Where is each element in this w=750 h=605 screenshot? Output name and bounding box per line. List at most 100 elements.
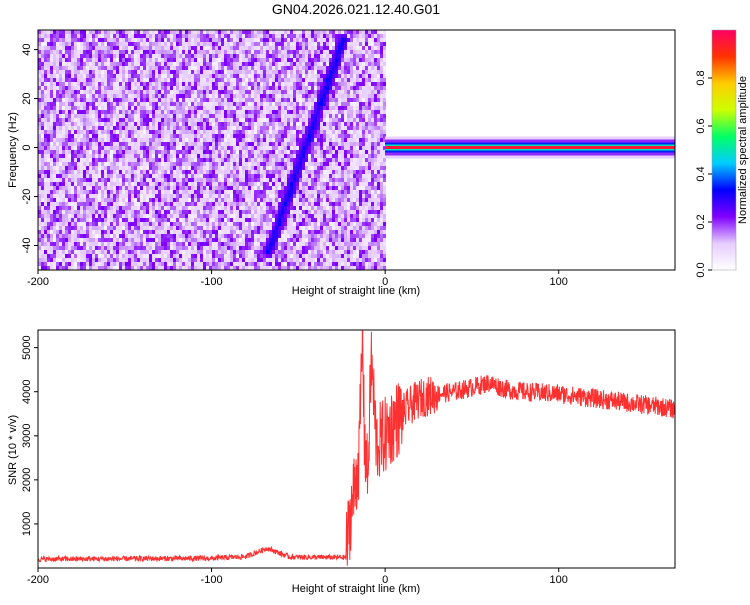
- heatmap-cell: [164, 258, 167, 262]
- heatmap-cell: [281, 202, 284, 206]
- heatmap-cell: [134, 254, 137, 258]
- heatmap-cell: [260, 218, 263, 222]
- heatmap-cell: [203, 234, 206, 238]
- heatmap-cell: [128, 194, 131, 198]
- heatmap-cell: [197, 74, 200, 78]
- heatmap-cell: [143, 162, 146, 166]
- heatmap-cell: [191, 98, 194, 102]
- heatmap-cell: [134, 174, 137, 178]
- heatmap-cell: [182, 194, 185, 198]
- heatmap-cell: [206, 78, 209, 82]
- heatmap-cell: [152, 118, 155, 122]
- heatmap-cell: [146, 250, 149, 254]
- heatmap-cell: [209, 238, 212, 242]
- heatmap-cell: [146, 218, 149, 222]
- heatmap-cell: [80, 206, 83, 210]
- heatmap-cell: [47, 130, 50, 134]
- heatmap-cell: [74, 250, 77, 254]
- heatmap-cell: [272, 262, 275, 266]
- heatmap-cell: [86, 226, 89, 230]
- heatmap-cell: [185, 130, 188, 134]
- heatmap-cell: [251, 146, 254, 150]
- heatmap-cell: [77, 30, 80, 34]
- heatmap-cell: [86, 122, 89, 126]
- heatmap-cell: [167, 194, 170, 198]
- heatmap-cell: [230, 122, 233, 126]
- heatmap-cell: [125, 150, 128, 154]
- heatmap-cell: [95, 162, 98, 166]
- heatmap-cell: [98, 210, 101, 214]
- heatmap-cell: [113, 202, 116, 206]
- heatmap-cell: [134, 50, 137, 54]
- heatmap-cell: [191, 154, 194, 158]
- heatmap-cell: [281, 158, 284, 162]
- heatmap-cell: [275, 50, 278, 54]
- heatmap-cell: [239, 78, 242, 82]
- heatmap-cell: [44, 170, 47, 174]
- heatmap-cell: [131, 58, 134, 62]
- heatmap-cell: [77, 98, 80, 102]
- heatmap-cell: [272, 34, 275, 38]
- heatmap-cell: [128, 102, 131, 106]
- heatmap-cell: [134, 218, 137, 222]
- heatmap-cell: [194, 174, 197, 178]
- heatmap-cell: [155, 222, 158, 226]
- heatmap-cell: [86, 154, 89, 158]
- heatmap-cell: [158, 102, 161, 106]
- heatmap-cell: [155, 38, 158, 42]
- heatmap-cell: [167, 126, 170, 130]
- heatmap-cell: [113, 86, 116, 90]
- heatmap-cell: [83, 258, 86, 262]
- heatmap-cell: [107, 86, 110, 90]
- heatmap-cell: [134, 118, 137, 122]
- heatmap-cell: [47, 170, 50, 174]
- heatmap-cell: [197, 66, 200, 70]
- heatmap-cell: [161, 182, 164, 186]
- heatmap-cell: [149, 78, 152, 82]
- heatmap-cell: [155, 190, 158, 194]
- heatmap-cell: [83, 206, 86, 210]
- heatmap-cell: [275, 246, 278, 250]
- heatmap-cell: [119, 258, 122, 262]
- heatmap-cell: [107, 234, 110, 238]
- heatmap-cell: [50, 262, 53, 266]
- heatmap-cell: [125, 190, 128, 194]
- heatmap-cell: [104, 66, 107, 70]
- heatmap-cell: [185, 66, 188, 70]
- heatmap-cell: [149, 186, 152, 190]
- heatmap-cell: [236, 186, 239, 190]
- heatmap-cell: [56, 110, 59, 114]
- heatmap-cell: [122, 266, 125, 270]
- heatmap-cell: [275, 206, 278, 210]
- heatmap-cell: [143, 66, 146, 70]
- heatmap-cell: [50, 86, 53, 90]
- heatmap-cell: [128, 214, 131, 218]
- heatmap-cell: [74, 166, 77, 170]
- heatmap-cell: [146, 198, 149, 202]
- heatmap-cell: [98, 78, 101, 82]
- heatmap-cell: [212, 78, 215, 82]
- heatmap-cell: [50, 234, 53, 238]
- heatmap-cell: [164, 182, 167, 186]
- heatmap-cell: [62, 110, 65, 114]
- heatmap-cell: [83, 98, 86, 102]
- heatmap-cell: [146, 154, 149, 158]
- heatmap-cell: [248, 134, 251, 138]
- heatmap-cell: [38, 266, 41, 270]
- heatmap-cell: [146, 90, 149, 94]
- heatmap-cell: [65, 110, 68, 114]
- heatmap-cell: [197, 106, 200, 110]
- heatmap-cell: [104, 262, 107, 266]
- heatmap-cell: [188, 182, 191, 186]
- heatmap-cell: [131, 150, 134, 154]
- heatmap-cell: [125, 222, 128, 226]
- heatmap-cell: [236, 242, 239, 246]
- heatmap-cell: [173, 186, 176, 190]
- heatmap-cell: [185, 94, 188, 98]
- heatmap-cell: [215, 174, 218, 178]
- heatmap-cell: [170, 122, 173, 126]
- heatmap-cell: [50, 158, 53, 162]
- heatmap-cell: [260, 258, 263, 262]
- heatmap-cell: [104, 46, 107, 50]
- heatmap-cell: [170, 62, 173, 66]
